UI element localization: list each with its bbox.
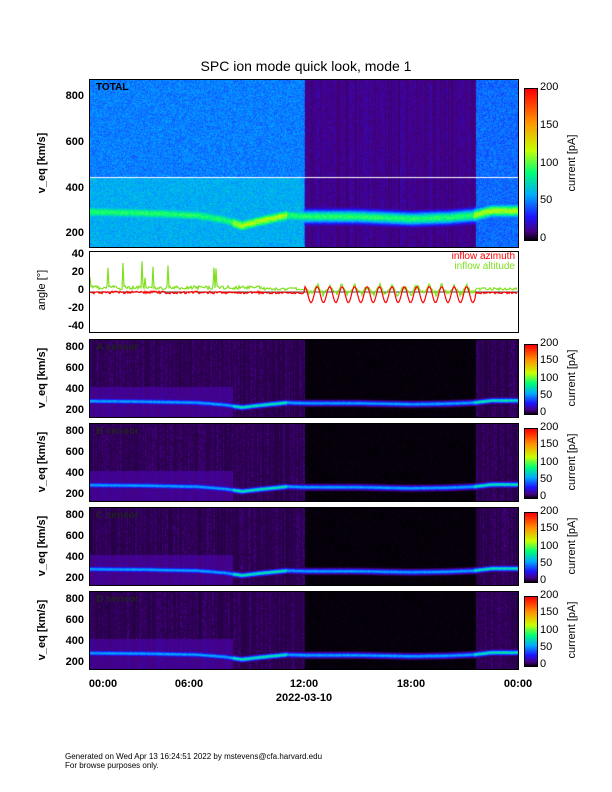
panel-label: B sensor: [96, 426, 139, 437]
y-tick: 800: [65, 90, 84, 103]
y-axis-label: v_eq [km/s]: [36, 515, 48, 576]
colorbar-tick: 100: [540, 455, 559, 468]
panel-label: A sensor: [96, 342, 139, 353]
x-tick: 18:00: [396, 678, 426, 690]
y-tick: 800: [65, 508, 84, 521]
colorbar: [524, 512, 538, 583]
colorbar-label: current [pA]: [566, 433, 578, 490]
colorbar-tick: 0: [540, 574, 547, 586]
legend-inflow-altitude: inflow altitude: [454, 261, 515, 272]
angle-y-tick: -20: [68, 301, 84, 314]
colorbar-tick: 100: [540, 371, 559, 384]
colorbar: [524, 88, 538, 241]
footer-note: For browse purposes only.: [65, 761, 159, 770]
colorbar-tick: 0: [540, 406, 547, 418]
footer-generated: Generated on Wed Apr 13 16:24:51 2022 by…: [65, 752, 323, 761]
y-tick: 200: [65, 227, 84, 240]
y-tick: 600: [65, 135, 84, 148]
colorbar: [524, 428, 538, 499]
colorbar-label: current [pA]: [566, 134, 578, 191]
angle-y-tick: 0: [77, 284, 84, 296]
colorbar-tick: 50: [540, 556, 553, 569]
colorbar-tick: 150: [540, 606, 559, 619]
y-axis-label: v_eq [km/s]: [36, 431, 48, 492]
angle-y-tick: -40: [68, 319, 84, 332]
y-tick: 200: [65, 404, 84, 417]
colorbar-tick: 200: [540, 337, 559, 349]
colorbar-label: current [pA]: [566, 517, 578, 574]
spectrogram-d-sensor: [90, 592, 518, 669]
x-tick: 00:00: [88, 678, 118, 690]
spectrogram-a-sensor: [90, 340, 518, 417]
y-tick: 400: [65, 383, 84, 396]
x-tick: 06:00: [174, 678, 204, 690]
y-tick: 600: [65, 614, 84, 626]
colorbar-tick: 50: [540, 194, 553, 207]
panel-frame: [89, 339, 519, 418]
x-axis-label: 2022-03-10: [275, 692, 333, 704]
y-tick: 800: [65, 424, 84, 437]
y-tick: 800: [65, 592, 84, 605]
inflow-azimuth-line: [90, 285, 518, 304]
colorbar-tick: 200: [540, 505, 559, 517]
colorbar-tick: 150: [540, 118, 559, 131]
panel-label: C sensor: [96, 510, 139, 521]
colorbar-tick: 50: [540, 388, 553, 401]
colorbar-tick: 150: [540, 354, 559, 367]
colorbar-tick: 50: [540, 472, 553, 485]
y-axis-label: v_eq [km/s]: [36, 599, 48, 660]
colorbar-tick: 50: [540, 640, 553, 653]
colorbar-tick: 150: [540, 438, 559, 451]
spectrogram-total: [90, 80, 518, 247]
colorbar: [524, 596, 538, 667]
y-tick: 200: [65, 656, 84, 669]
panel-frame: [89, 423, 519, 502]
panel-frame: [89, 591, 519, 670]
colorbar-tick: 150: [540, 522, 559, 535]
panel-frame: [89, 507, 519, 586]
y-tick: 800: [65, 340, 84, 353]
panel-label: TOTAL: [96, 82, 129, 93]
colorbar-tick: 200: [540, 81, 559, 93]
y-tick: 600: [65, 446, 84, 458]
chart-title: SPC ion mode quick look, mode 1: [200, 58, 412, 74]
colorbar-tick: 200: [540, 589, 559, 601]
angle-y-axis-label: angle [°]: [36, 269, 48, 311]
y-tick: 600: [65, 530, 84, 542]
colorbar-tick: 0: [540, 490, 547, 502]
x-tick: 00:00: [503, 678, 533, 690]
y-tick: 200: [65, 572, 84, 585]
angle-y-tick: 40: [71, 248, 84, 261]
angle-y-tick: 20: [71, 266, 84, 279]
spectrogram-b-sensor: [90, 424, 518, 501]
colorbar-tick: 0: [540, 658, 547, 670]
y-axis-label: v_eq [km/s]: [36, 132, 48, 193]
y-tick: 600: [65, 362, 84, 374]
inflow-altitude-line: [90, 261, 518, 298]
colorbar-tick: 100: [540, 156, 559, 169]
colorbar-tick: 200: [540, 421, 559, 433]
colorbar: [524, 344, 538, 415]
y-axis-label: v_eq [km/s]: [36, 347, 48, 408]
y-tick: 200: [65, 488, 84, 501]
colorbar-label: current [pA]: [566, 601, 578, 658]
panel-frame: [89, 79, 519, 248]
legend-inflow-azimuth: inflow azimuth: [451, 251, 515, 262]
spectrogram-c-sensor: [90, 508, 518, 585]
colorbar-tick: 100: [540, 539, 559, 552]
colorbar-label: current [pA]: [566, 349, 578, 406]
y-tick: 400: [65, 181, 84, 194]
panel-label: D sensor: [96, 594, 139, 605]
y-tick: 400: [65, 635, 84, 648]
colorbar-tick: 100: [540, 623, 559, 636]
angle-plot: [89, 251, 519, 333]
y-tick: 400: [65, 467, 84, 480]
colorbar-tick: 0: [540, 232, 547, 244]
y-tick: 400: [65, 551, 84, 564]
x-tick: 12:00: [289, 678, 319, 690]
